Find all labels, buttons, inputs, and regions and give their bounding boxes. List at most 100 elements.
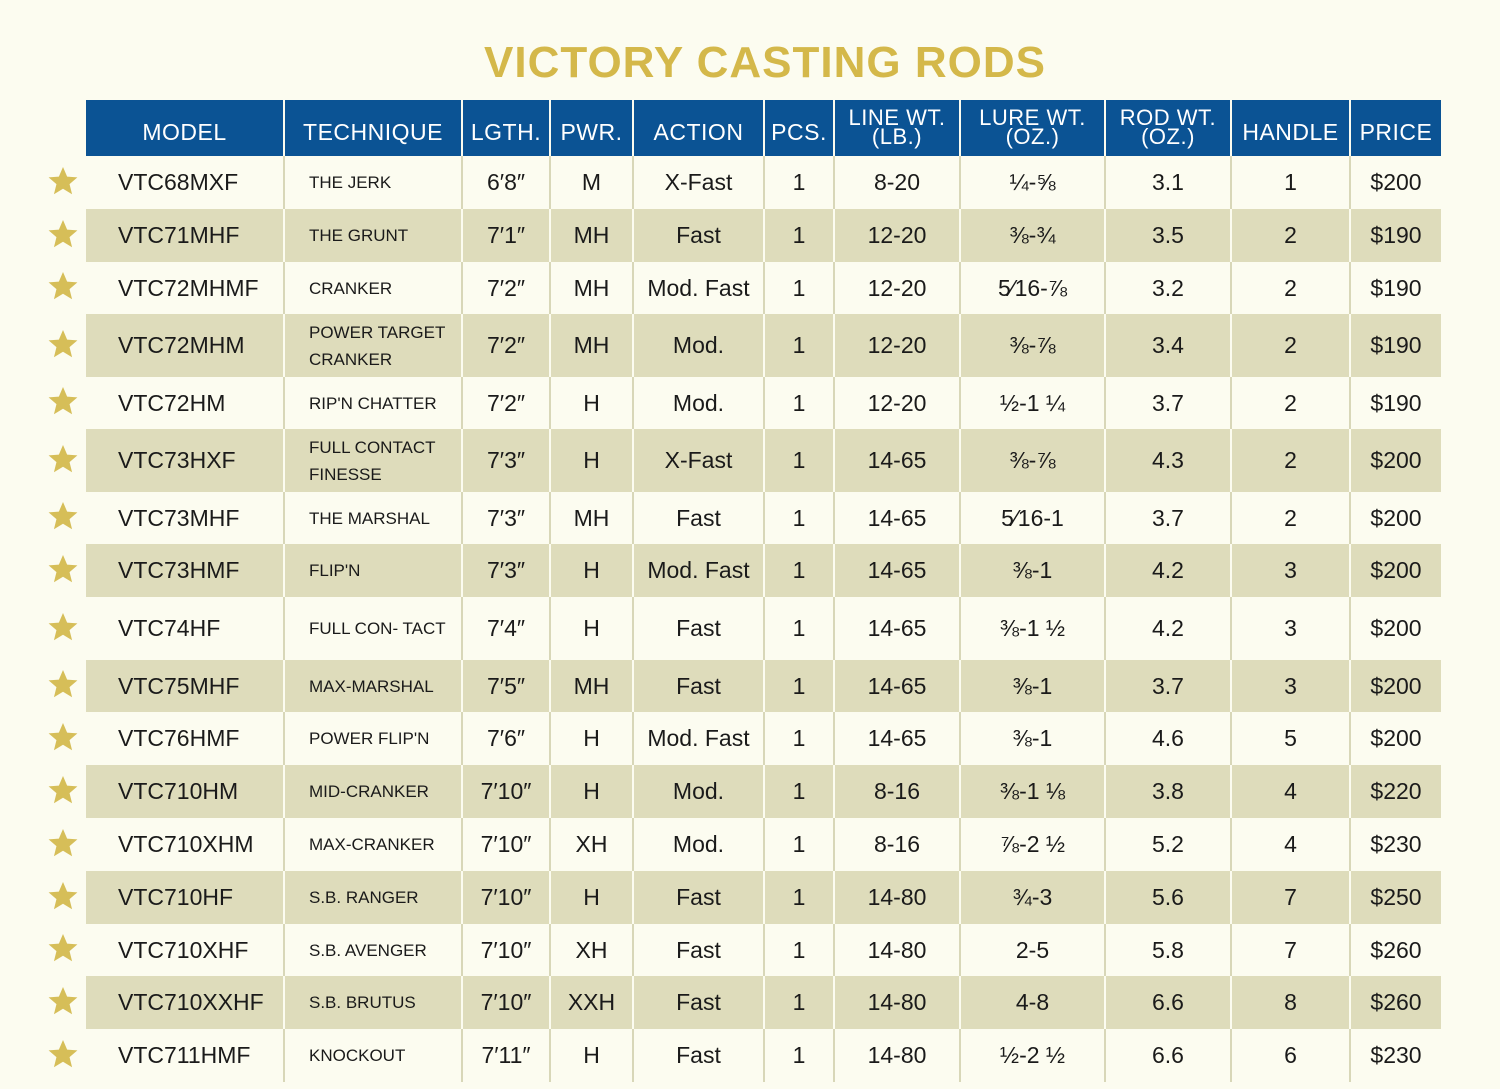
rod-weight-cell: 3.7: [1104, 377, 1231, 429]
star-icon: [47, 932, 79, 964]
table-row: VTC75MHF MAX-MARSHAL 7′5″ MH Fast 1 14-65 ⅜-1 3.…: [86, 660, 1441, 712]
line-weight-cell: 8-16: [833, 818, 960, 871]
lure-weight-cell: 5⁄16-⅞: [959, 262, 1105, 314]
power-cell: MH: [549, 492, 633, 544]
rod-weight-cell: 3.1: [1104, 156, 1231, 209]
lure-weight-cell: ⅜-1: [959, 712, 1105, 765]
lure-weight-cell: 2-5: [959, 924, 1105, 976]
technique-cell: S.B. RANGER: [283, 871, 462, 924]
star-icon: [47, 218, 79, 250]
table-row: VTC72HM RIP'N CHATTER 7′2″ H Mod. 1 12-20 ½-1 ¼…: [86, 377, 1441, 429]
technique-cell: KNOCKOUT: [283, 1029, 462, 1082]
lure-weight-cell: ⅞-2 ½: [959, 818, 1105, 871]
lure-weight-cell: 5⁄16-1: [959, 492, 1105, 544]
length-cell: 7′1″: [461, 209, 550, 262]
handle-cell: 2: [1230, 209, 1350, 262]
model-cell: VTC710HF: [86, 871, 284, 924]
power-cell: H: [549, 544, 633, 597]
handle-cell: 6: [1230, 1029, 1350, 1082]
handle-cell: 7: [1230, 871, 1350, 924]
price-cell: $200: [1349, 429, 1441, 492]
action-cell: X-Fast: [632, 429, 764, 492]
power-cell: M: [549, 156, 633, 209]
table-row: VTC74HF FULL CON- TACT 7′4″ H Fast 1 14-65 ⅜-1 …: [86, 597, 1441, 660]
line-weight-cell: 12-20: [833, 209, 960, 262]
action-cell: Mod.: [632, 765, 764, 818]
rod-weight-cell: 3.2: [1104, 262, 1231, 314]
model-cell: VTC71MHF: [86, 209, 284, 262]
header-length: LGTH.: [461, 100, 550, 156]
table-row: VTC711HMF KNOCKOUT 7′11″ H Fast 1 14-80 ½-2 ½ 6.…: [86, 1029, 1441, 1082]
star-icon: [47, 880, 79, 912]
page-title: VICTORY CASTING RODS: [484, 38, 1046, 87]
header-lure-weight: LURE WT. (OZ.): [959, 100, 1105, 156]
star-icon: [47, 1038, 79, 1070]
model-cell: VTC73MHF: [86, 492, 284, 544]
length-cell: 7′4″: [461, 597, 550, 660]
pieces-cell: 1: [763, 924, 834, 976]
model-cell: VTC72MHMF: [86, 262, 284, 314]
price-cell: $200: [1349, 712, 1441, 765]
rod-weight-cell: 5.2: [1104, 818, 1231, 871]
table-row: VTC72MHMF CRANKER 7′2″ MH Mod. Fast 1 12-20 5⁄1…: [86, 262, 1441, 314]
pieces-cell: 1: [763, 377, 834, 429]
handle-cell: 2: [1230, 492, 1350, 544]
power-cell: H: [549, 429, 633, 492]
header-technique: TECHNIQUE: [283, 100, 462, 156]
line-weight-cell: 14-80: [833, 976, 960, 1029]
pieces-cell: 1: [763, 597, 834, 660]
length-cell: 7′10″: [461, 818, 550, 871]
technique-cell: MID-CRANKER: [283, 765, 462, 818]
header-handle: HANDLE: [1230, 100, 1350, 156]
line-weight-cell: 12-20: [833, 377, 960, 429]
power-cell: H: [549, 765, 633, 818]
model-cell: VTC72MHM: [86, 314, 284, 377]
line-weight-cell: 14-65: [833, 660, 960, 712]
rod-weight-cell: 6.6: [1104, 1029, 1231, 1082]
table-row: VTC72MHM POWER TARGET CRANKER 7′2″ MH Mod. 1 1…: [86, 314, 1441, 377]
technique-cell: POWER TARGET CRANKER: [283, 314, 462, 377]
lure-weight-cell: ⅜-⅞: [959, 314, 1105, 377]
length-cell: 7′3″: [461, 429, 550, 492]
action-cell: Fast: [632, 924, 764, 976]
pieces-cell: 1: [763, 209, 834, 262]
table-row: VTC73HXF FULL CONTACT FINESSE 7′3″ H X-Fast 1…: [86, 429, 1441, 492]
price-cell: $260: [1349, 976, 1441, 1029]
pieces-cell: 1: [763, 818, 834, 871]
price-cell: $190: [1349, 209, 1441, 262]
table-row: VTC710XHF S.B. AVENGER 7′10″ XH Fast 1 14-80 2-…: [86, 924, 1441, 976]
line-weight-cell: 14-65: [833, 429, 960, 492]
rod-spec-table: MODEL TECHNIQUE LGTH. PWR. ACTION PCS. L…: [86, 100, 1441, 1082]
price-cell: $230: [1349, 818, 1441, 871]
action-cell: X-Fast: [632, 156, 764, 209]
power-cell: H: [549, 1029, 633, 1082]
price-cell: $200: [1349, 660, 1441, 712]
length-cell: 7′5″: [461, 660, 550, 712]
line-weight-cell: 14-65: [833, 544, 960, 597]
rod-weight-cell: 5.6: [1104, 871, 1231, 924]
technique-cell: THE GRUNT: [283, 209, 462, 262]
lure-weight-cell: ½-2 ½: [959, 1029, 1105, 1082]
star-icon: [47, 500, 79, 532]
table-row: VTC71MHF THE GRUNT 7′1″ MH Fast 1 12-20 ⅜-¾ 3.5 2…: [86, 209, 1441, 262]
price-cell: $260: [1349, 924, 1441, 976]
price-cell: $220: [1349, 765, 1441, 818]
table-row: VTC73MHF THE MARSHAL 7′3″ MH Fast 1 14-65 5⁄16-…: [86, 492, 1441, 544]
line-weight-cell: 14-65: [833, 712, 960, 765]
rod-weight-cell: 4.3: [1104, 429, 1231, 492]
lure-weight-cell: ⅜-1 ⅛: [959, 765, 1105, 818]
pieces-cell: 1: [763, 156, 834, 209]
length-cell: 7′3″: [461, 544, 550, 597]
power-cell: H: [549, 597, 633, 660]
table-row: VTC76HMF POWER FLIP'N 7′6″ H Mod. Fast 1 14-65…: [86, 712, 1441, 765]
technique-cell: MAX-MARSHAL: [283, 660, 462, 712]
model-cell: VTC75MHF: [86, 660, 284, 712]
header-pieces: PCS.: [763, 100, 834, 156]
length-cell: 7′10″: [461, 765, 550, 818]
length-cell: 6′8″: [461, 156, 550, 209]
handle-cell: 4: [1230, 765, 1350, 818]
power-cell: XXH: [549, 976, 633, 1029]
lure-weight-cell: ⅜-¾: [959, 209, 1105, 262]
rod-weight-cell: 3.5: [1104, 209, 1231, 262]
star-icon: [47, 443, 79, 475]
